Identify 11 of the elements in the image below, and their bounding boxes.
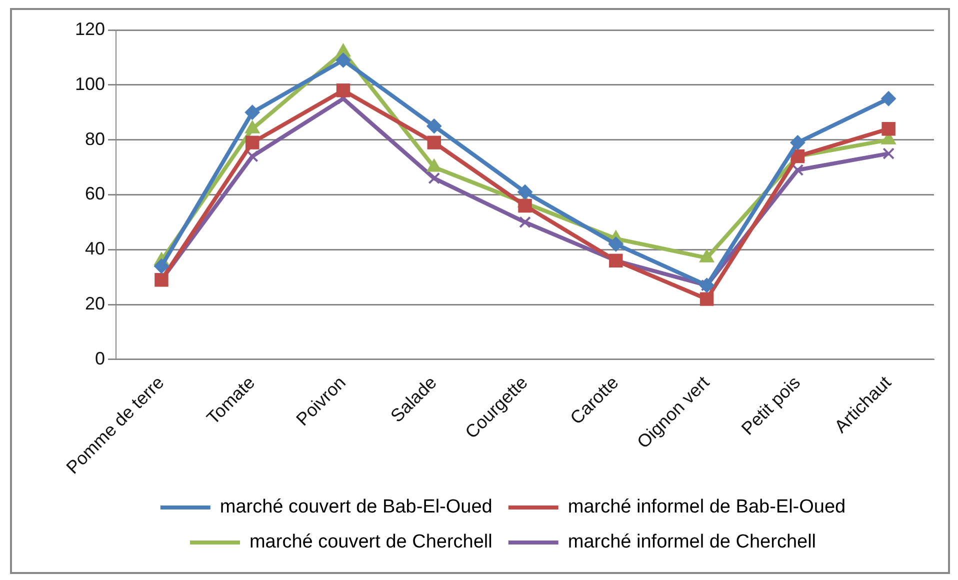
legend-label: marché couvert de Bab-El-Oued — [220, 496, 492, 518]
legend-label: marché informel de Cherchell — [568, 532, 816, 553]
legend-label: marché informel de Bab-El-Oued — [568, 496, 846, 518]
y-tick-label: 60 — [85, 184, 106, 204]
legend-label: marché couvert de Cherchell — [249, 532, 492, 553]
y-tick-label: 100 — [74, 74, 106, 94]
y-tick-label: 0 — [95, 348, 106, 368]
y-tick-label: 80 — [85, 128, 106, 149]
y-tick-label: 40 — [85, 238, 106, 259]
y-tick-label: 20 — [85, 294, 106, 314]
y-tick-label: 120 — [74, 18, 106, 39]
